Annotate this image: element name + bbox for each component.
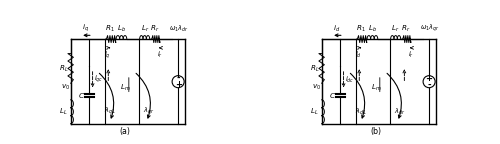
Text: $R_L$: $R_L$ xyxy=(59,63,69,74)
Text: $i_{{qc}}$: $i_{{qc}}$ xyxy=(94,74,104,85)
Text: $i_{r}$: $i_{r}$ xyxy=(158,50,164,60)
Text: $\lambda_{d1}$: $\lambda_{d1}$ xyxy=(355,106,366,117)
Text: $v_0$: $v_0$ xyxy=(61,83,70,92)
Text: $i_{{dc}}$: $i_{{dc}}$ xyxy=(345,74,354,85)
Text: $\lambda_{qr}$: $\lambda_{qr}$ xyxy=(144,106,154,117)
Text: $R_r$: $R_r$ xyxy=(402,23,410,34)
Text: $C$: $C$ xyxy=(78,91,85,100)
Text: $i_{q}$: $i_{q}$ xyxy=(82,23,88,34)
Text: $\omega_1\lambda_{qr}$: $\omega_1\lambda_{qr}$ xyxy=(420,23,440,34)
Text: $L_m$: $L_m$ xyxy=(372,83,382,93)
Text: $i_{d}$: $i_{d}$ xyxy=(332,23,340,34)
Text: $L_r$: $L_r$ xyxy=(140,23,149,34)
Text: $C$: $C$ xyxy=(329,91,336,100)
Text: +: + xyxy=(174,80,182,89)
Text: $i_{q}$: $i_{q}$ xyxy=(104,50,111,61)
Text: $\omega_1\lambda_{dr}$: $\omega_1\lambda_{dr}$ xyxy=(169,23,188,34)
Text: $R_1$: $R_1$ xyxy=(356,23,366,34)
Text: $\lambda_{q1}$: $\lambda_{q1}$ xyxy=(104,106,116,117)
Text: $i_{r}$: $i_{r}$ xyxy=(408,50,414,60)
Text: $i_{d}$: $i_{d}$ xyxy=(356,50,362,60)
Text: -: - xyxy=(176,74,180,83)
Text: $L_L$: $L_L$ xyxy=(60,107,68,117)
Text: $\lambda_{dr}$: $\lambda_{dr}$ xyxy=(394,106,406,117)
Text: (a): (a) xyxy=(119,127,130,136)
Text: $R_L$: $R_L$ xyxy=(310,63,320,74)
Text: $R_1$: $R_1$ xyxy=(106,23,115,34)
Text: $L_r$: $L_r$ xyxy=(392,23,400,34)
Text: $L_L$: $L_L$ xyxy=(310,107,319,117)
Text: -: - xyxy=(428,80,431,89)
Text: $L_b$: $L_b$ xyxy=(368,23,377,34)
Text: $v_0$: $v_0$ xyxy=(312,83,321,92)
Text: $L_b$: $L_b$ xyxy=(117,23,126,34)
Text: (b): (b) xyxy=(370,127,381,136)
Text: +: + xyxy=(426,74,432,83)
Text: $L_m$: $L_m$ xyxy=(120,83,131,93)
Text: $R_r$: $R_r$ xyxy=(150,23,160,34)
